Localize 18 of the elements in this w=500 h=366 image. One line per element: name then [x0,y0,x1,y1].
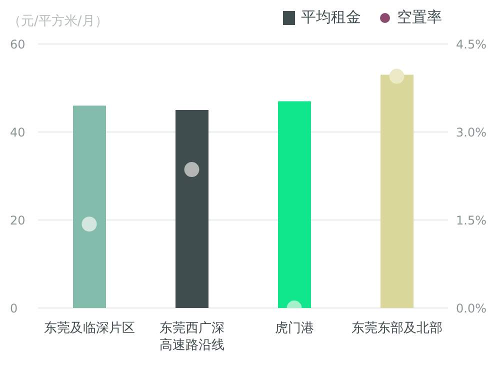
x-tick-label: 东莞东部及北部 [351,321,442,336]
point [82,216,97,232]
y2-tick-label: 0.0% [456,301,486,316]
y2-tick-label: 1.5% [456,213,486,228]
y2-tick-label: 3.0% [456,125,486,140]
y-tick-label: 0 [10,301,18,316]
point [389,68,404,84]
point [184,162,200,178]
x-tick-label: 东莞及临深片区 [44,321,135,336]
y-tick-label: 20 [10,213,26,228]
y-tick-label: 60 [10,37,26,52]
text: 空置率 [397,8,442,27]
x-tick-label: 虎门港 [274,320,314,336]
x-tick-label: 东莞西广深高速路沿线 [159,321,224,353]
y2-tick-label: 4.5% [456,37,486,52]
y-axis-title: （元/平方米/月） [8,13,108,30]
y-tick-label: 40 [10,125,26,140]
legend-label: 平均租金 [301,8,361,27]
